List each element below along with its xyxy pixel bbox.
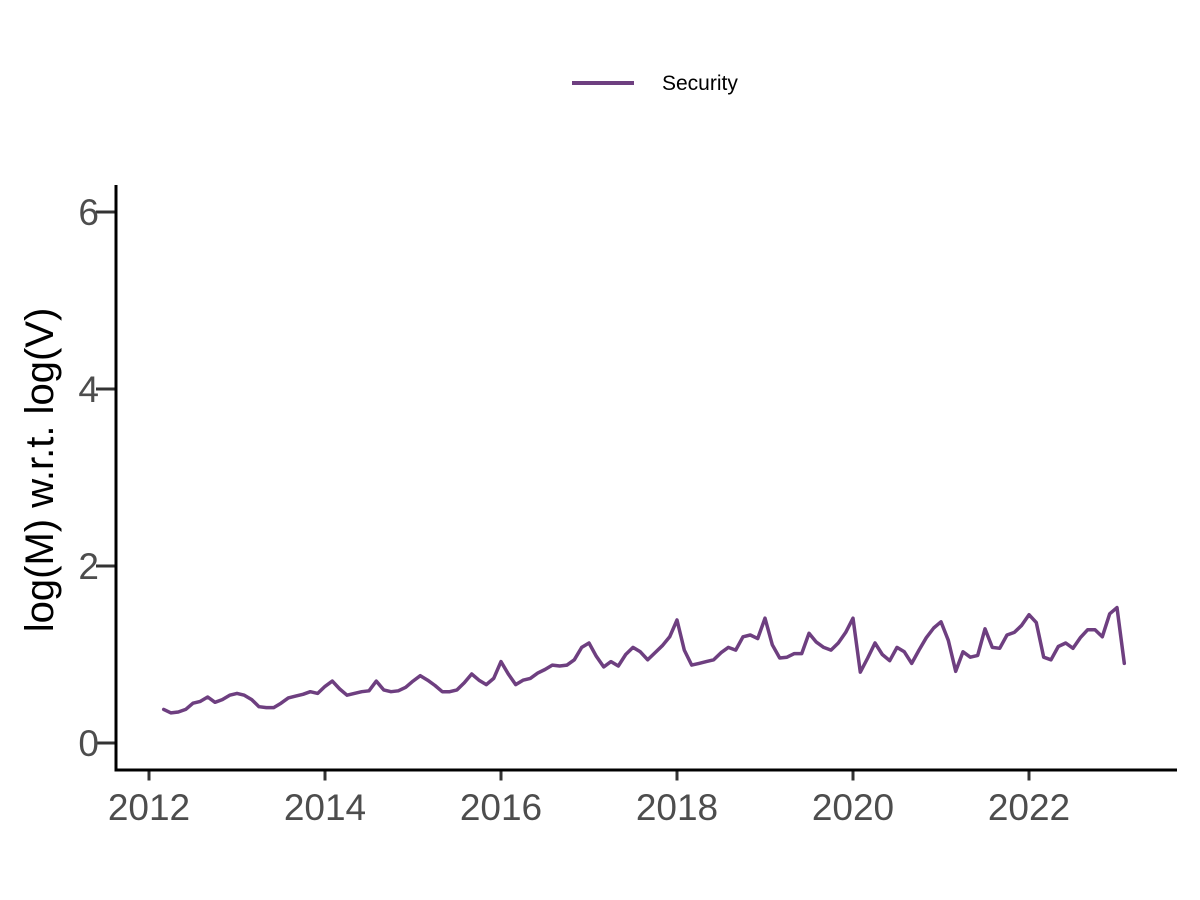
series-line-security — [161, 605, 1127, 715]
y-tick-label: 4 — [78, 369, 99, 410]
x-tick-label: 2014 — [284, 787, 366, 828]
x-tick-label: 2018 — [636, 787, 718, 828]
x-tick-label: 2016 — [460, 787, 542, 828]
axis-ticks: 2012 2014 2016 2018 2020 2022 0 2 4 6 — [78, 192, 1070, 828]
x-tick-label: 2022 — [988, 787, 1070, 828]
legend-label-security: Security — [662, 72, 738, 95]
x-tick-label: 2012 — [108, 787, 190, 828]
y-tick-label: 6 — [78, 192, 99, 233]
y-axis-title: log(M) w.r.t. log(V) — [18, 308, 62, 633]
y-tick-label: 0 — [78, 723, 99, 764]
legend: Security — [572, 72, 738, 95]
y-tick-label: 2 — [78, 546, 99, 587]
x-tick-label: 2020 — [812, 787, 894, 828]
plot-series — [161, 605, 1127, 715]
